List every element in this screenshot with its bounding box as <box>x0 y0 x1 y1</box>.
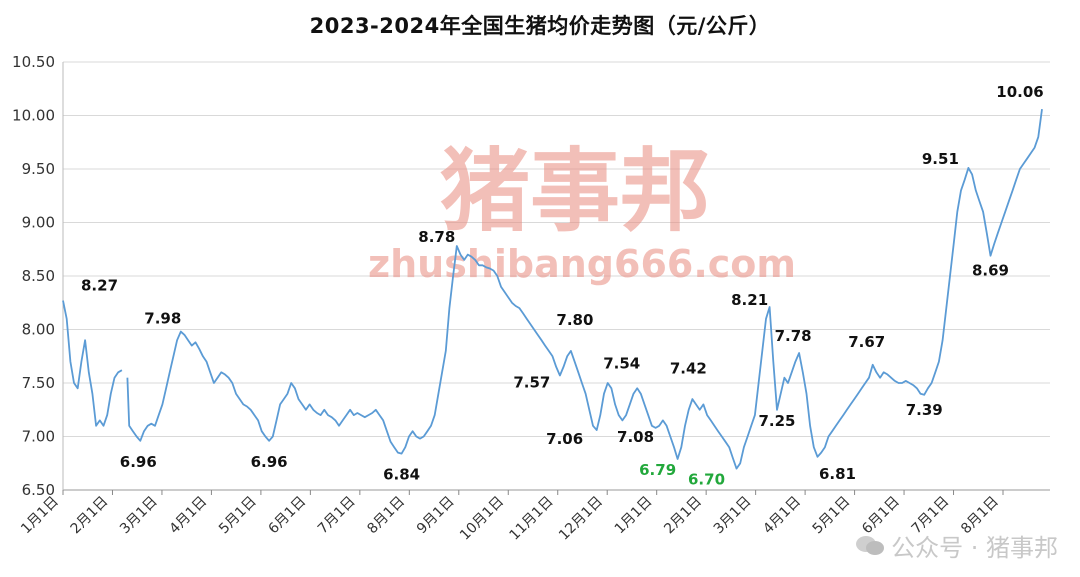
series-line <box>62 108 1043 470</box>
data-label: 7.98 <box>144 310 181 328</box>
data-label: 8.69 <box>972 262 1009 280</box>
x-tick-label: 3月1日 <box>711 494 755 538</box>
data-label: 6.96 <box>251 453 288 471</box>
y-tick-label: 6.50 <box>22 481 55 499</box>
x-tick-label: 4月1日 <box>167 494 211 538</box>
x-tick-label: 6月1日 <box>265 494 309 538</box>
y-tick-label: 8.50 <box>22 267 55 285</box>
x-tick-label: 4月1日 <box>760 494 804 538</box>
x-tick-label: 9月1日 <box>414 494 458 538</box>
x-tick-label: 3月1日 <box>117 494 161 538</box>
data-label: 8.21 <box>731 291 768 309</box>
data-label: 8.27 <box>81 277 118 295</box>
wechat-account-label: 公众号 · 猪事邦 <box>891 534 1058 562</box>
wechat-account-tag: 公众号 · 猪事邦 <box>855 528 1058 563</box>
data-label: 7.67 <box>848 333 885 351</box>
data-label: 7.78 <box>775 327 812 345</box>
watermark-brand: 猪事邦 <box>440 139 710 244</box>
x-tick-label: 12月1日 <box>556 494 606 544</box>
x-tick-label: 11月1日 <box>507 494 557 544</box>
data-label: 7.54 <box>603 355 640 373</box>
x-tick-label: 5月1日 <box>810 494 854 538</box>
x-tick-label: 5月1日 <box>216 494 260 538</box>
data-label: 7.25 <box>758 412 795 430</box>
x-tick-label: 7月1日 <box>315 494 359 538</box>
y-tick-label: 10.00 <box>12 107 55 125</box>
data-label: 6.79 <box>639 461 676 479</box>
data-label: 7.08 <box>617 428 654 446</box>
x-tick-label: 1月1日 <box>612 494 656 538</box>
watermark-url: zhushibang666.com <box>368 242 796 286</box>
data-label: 8.78 <box>418 228 455 246</box>
y-tick-label: 9.50 <box>22 160 55 178</box>
x-tick-label: 1月1日 <box>18 494 62 538</box>
data-label: 6.70 <box>688 471 725 489</box>
axes: 6.50 7.00 7.50 8.00 8.50 9.00 9.50 10.00 10.50 1月… <box>12 53 1050 544</box>
chart-title: 2023-2024年全国生猪均价走势图（元/公斤） <box>309 14 771 38</box>
data-label: 9.51 <box>922 150 959 168</box>
x-tick-label: 2月1日 <box>68 494 112 538</box>
series-line-path <box>62 108 1043 470</box>
data-label: 6.81 <box>819 465 856 483</box>
data-label: 10.06 <box>996 83 1043 101</box>
y-tick-label: 7.00 <box>22 428 55 446</box>
data-label: 7.57 <box>513 374 550 392</box>
y-tick-label: 8.00 <box>22 321 55 339</box>
data-label: 6.84 <box>383 466 420 484</box>
x-tick-label: 2月1日 <box>661 494 705 538</box>
x-tick-label: 8月1日 <box>364 494 408 538</box>
y-tick-label: 7.50 <box>22 374 55 392</box>
data-label: 7.39 <box>906 401 943 419</box>
data-label: 6.96 <box>120 453 157 471</box>
data-labels: 8.27 6.96 7.98 6.96 6.84 8.78 7.57 7.80 7.06 7.54… <box>81 83 1044 489</box>
data-label: 7.06 <box>546 430 583 448</box>
data-label: 7.42 <box>670 360 707 378</box>
data-label: 7.80 <box>556 311 593 329</box>
y-tick-label: 9.00 <box>22 214 55 232</box>
watermark: 猪事邦 zhushibang666.com <box>368 139 796 286</box>
y-tick-label: 10.50 <box>12 53 55 71</box>
wechat-icon <box>855 534 885 558</box>
x-tick-label: 10月1日 <box>457 494 507 544</box>
